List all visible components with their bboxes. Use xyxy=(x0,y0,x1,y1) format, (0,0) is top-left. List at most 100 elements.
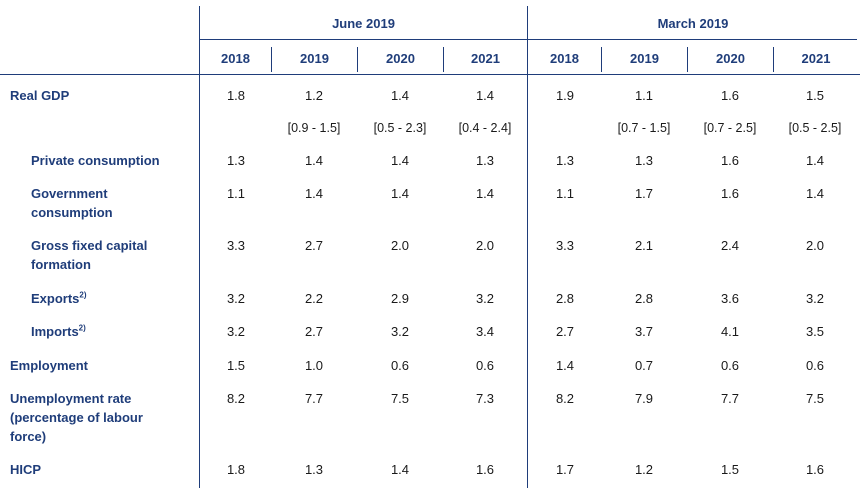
column-divider-left xyxy=(199,6,200,488)
year-header: 2021 xyxy=(471,51,500,66)
value-cell: 3.2 xyxy=(475,291,495,306)
year-header: 2019 xyxy=(630,51,659,66)
row-label-text: Exports xyxy=(31,291,80,306)
value-cell: 1.4 xyxy=(475,186,495,201)
value-cell: 2.0 xyxy=(475,238,495,253)
footnote-marker: 2) xyxy=(79,290,87,300)
year-header: 2020 xyxy=(716,51,745,66)
value-cell: 1.2 xyxy=(634,462,654,477)
year-divider xyxy=(357,47,358,72)
year-divider xyxy=(773,47,774,72)
group-header-june-2019: June 2019 xyxy=(332,16,395,31)
year-header: 2020 xyxy=(386,51,415,66)
value-cell: 1.3 xyxy=(555,153,575,168)
value-cell: 3.7 xyxy=(634,324,654,339)
value-cell: 1.5 xyxy=(226,358,246,373)
value-cell: 7.9 xyxy=(634,391,654,406)
value-cell: 2.0 xyxy=(805,238,825,253)
range-cell: [0.5 - 2.3] xyxy=(373,121,427,135)
value-cell: 1.3 xyxy=(634,153,654,168)
value-cell: 3.3 xyxy=(226,238,246,253)
value-cell: 0.7 xyxy=(634,358,654,373)
value-cell: 2.7 xyxy=(304,324,324,339)
range-cell: [0.5 - 2.5] xyxy=(788,121,842,135)
value-cell: 1.1 xyxy=(634,88,654,103)
group-header-march-2019: March 2019 xyxy=(657,16,729,31)
value-cell: 2.2 xyxy=(304,291,324,306)
value-cell: 1.6 xyxy=(720,88,740,103)
value-cell: 1.4 xyxy=(475,88,495,103)
column-divider-middle xyxy=(527,6,528,488)
value-cell: 1.3 xyxy=(304,462,324,477)
value-cell: 2.1 xyxy=(634,238,654,253)
value-cell: 1.7 xyxy=(555,462,575,477)
value-cell: 1.4 xyxy=(555,358,575,373)
group-header-underline xyxy=(199,39,857,40)
value-cell: 7.7 xyxy=(720,391,740,406)
year-divider xyxy=(443,47,444,72)
year-header: 2021 xyxy=(801,51,831,66)
value-cell: 0.6 xyxy=(390,358,410,373)
value-cell: 1.2 xyxy=(304,88,324,103)
value-cell: 1.3 xyxy=(226,153,246,168)
range-cell: [0.7 - 2.5] xyxy=(703,121,757,135)
value-cell: 1.6 xyxy=(720,153,740,168)
value-cell: 1.4 xyxy=(390,88,410,103)
value-cell: 3.2 xyxy=(390,324,410,339)
row-label-imports: Imports2) xyxy=(31,322,181,341)
value-cell: 2.9 xyxy=(390,291,410,306)
year-divider xyxy=(601,47,602,72)
value-cell: 1.4 xyxy=(805,186,825,201)
row-label-hicp: HICP xyxy=(10,462,42,477)
value-cell: 1.6 xyxy=(805,462,825,477)
value-cell: 3.2 xyxy=(226,291,246,306)
value-cell: 2.7 xyxy=(555,324,575,339)
value-cell: 3.2 xyxy=(226,324,246,339)
value-cell: 8.2 xyxy=(555,391,575,406)
value-cell: 3.6 xyxy=(720,291,740,306)
value-cell: 0.6 xyxy=(475,358,495,373)
year-header: 2018 xyxy=(221,51,250,66)
value-cell: 7.5 xyxy=(805,391,825,406)
value-cell: 1.4 xyxy=(805,153,825,168)
value-cell: 1.0 xyxy=(304,358,324,373)
range-cell: [0.4 - 2.4] xyxy=(458,121,512,135)
value-cell: 1.5 xyxy=(805,88,825,103)
value-cell: 7.3 xyxy=(475,391,495,406)
value-cell: 1.5 xyxy=(720,462,740,477)
value-cell: 7.5 xyxy=(390,391,410,406)
value-cell: 1.6 xyxy=(475,462,495,477)
value-cell: 1.8 xyxy=(226,462,246,477)
value-cell: 1.4 xyxy=(390,153,410,168)
value-cell: 1.4 xyxy=(304,153,324,168)
value-cell: 1.4 xyxy=(390,462,410,477)
value-cell: 1.1 xyxy=(555,186,575,201)
value-cell: 2.0 xyxy=(390,238,410,253)
year-divider xyxy=(687,47,688,72)
value-cell: 7.7 xyxy=(304,391,324,406)
value-cell: 1.8 xyxy=(226,88,246,103)
year-header: 2019 xyxy=(300,51,329,66)
value-cell: 1.3 xyxy=(475,153,495,168)
row-label-unemployment-rate: Unemployment rate (percentage of labour … xyxy=(10,391,143,444)
value-cell: 1.9 xyxy=(555,88,575,103)
value-cell: 0.6 xyxy=(720,358,740,373)
value-cell: 3.3 xyxy=(555,238,575,253)
row-label-exports: Exports2) xyxy=(31,289,181,308)
range-cell: [0.9 - 1.5] xyxy=(287,121,341,135)
row-label-government-consumption: Government consumption xyxy=(31,186,113,220)
value-cell: 0.6 xyxy=(805,358,825,373)
range-cell: [0.7 - 1.5] xyxy=(617,121,671,135)
row-label-gross-fixed-capital-formation: Gross fixed capital formation xyxy=(31,238,148,272)
value-cell: 2.4 xyxy=(720,238,740,253)
value-cell: 2.8 xyxy=(555,291,575,306)
value-cell: 1.7 xyxy=(634,186,654,201)
year-header: 2018 xyxy=(550,51,579,66)
value-cell: 2.7 xyxy=(304,238,324,253)
value-cell: 8.2 xyxy=(226,391,246,406)
value-cell: 1.4 xyxy=(390,186,410,201)
value-cell: 1.1 xyxy=(226,186,246,201)
value-cell: 2.8 xyxy=(634,291,654,306)
value-cell: 3.4 xyxy=(475,324,495,339)
